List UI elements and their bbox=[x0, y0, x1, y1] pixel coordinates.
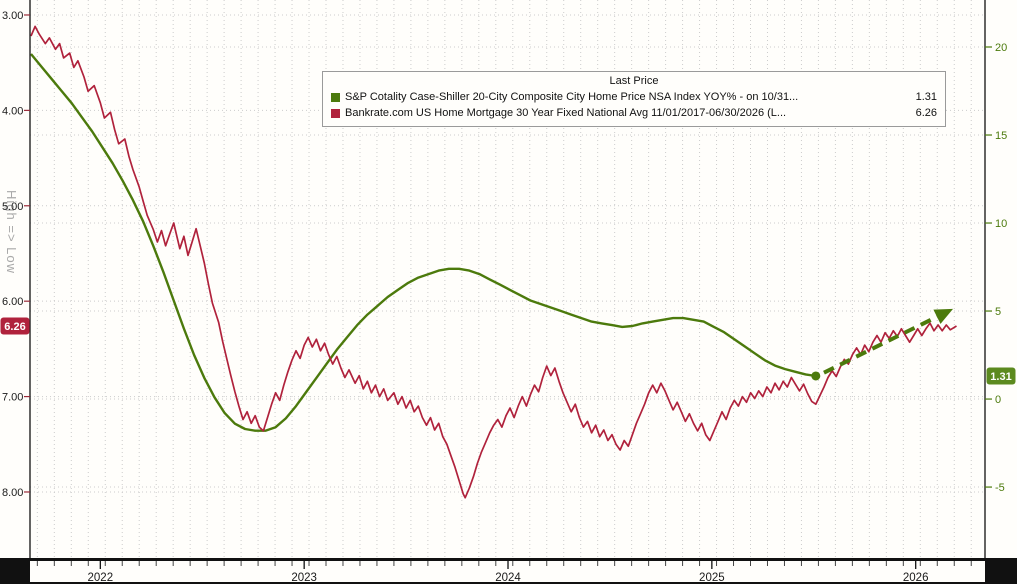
right-axis-tick-label: 0 bbox=[995, 394, 1001, 406]
trend-arrow bbox=[823, 308, 954, 375]
left-axis-tick-label: 5.00 bbox=[2, 201, 23, 213]
right-axis-tick-label: 15 bbox=[995, 130, 1007, 142]
x-axis-year-label: 2025 bbox=[699, 572, 725, 584]
bottom-right-corner-block bbox=[985, 561, 1017, 584]
left-axis-tick-label: 4.00 bbox=[2, 105, 23, 117]
case-shiller-20-city-yoy-line bbox=[30, 53, 816, 432]
bottom-axis-line bbox=[0, 558, 1017, 561]
legend-entry-label: S&P Cotality Case-Shiller 20-City Compos… bbox=[345, 91, 799, 103]
right-axis-tick-label: -5 bbox=[995, 482, 1005, 494]
bottom-left-corner-block bbox=[0, 561, 30, 584]
left-axis-direction-label: High => Low bbox=[4, 190, 19, 274]
x-axis-year-label: 2022 bbox=[88, 572, 114, 584]
legend: Last Price S&P Cotality Case-Shiller 20-… bbox=[322, 71, 946, 127]
legend-entry-value: 1.31 bbox=[915, 91, 937, 103]
right-axis-tick-label: 20 bbox=[995, 42, 1007, 54]
left-axis-price-badge bbox=[0, 317, 30, 335]
left-axis-price-badge-label: 6.26 bbox=[4, 321, 25, 333]
left-axis-tick-label: 6.00 bbox=[2, 296, 23, 308]
legend-entry-label: Bankrate.com US Home Mortgage 30 Year Fi… bbox=[345, 107, 787, 119]
case-shiller-swatch-icon bbox=[331, 92, 340, 102]
x-axis-year-label: 2023 bbox=[291, 572, 317, 584]
bottom-frame-line bbox=[0, 582, 1017, 584]
bankrate-30yr-fixed-avg-line bbox=[30, 25, 957, 499]
legend-entry-case-shiller: S&P Cotality Case-Shiller 20-City Compos… bbox=[331, 89, 937, 105]
x-axis-year-label: 2024 bbox=[495, 572, 521, 584]
legend-entry-bankrate: Bankrate.com US Home Mortgage 30 Year Fi… bbox=[331, 105, 937, 121]
right-axis-tick-label: 10 bbox=[995, 218, 1007, 230]
left-axis-tick-label: 7.00 bbox=[2, 392, 23, 404]
left-axis-tick-label: 8.00 bbox=[2, 487, 23, 499]
bankrate-swatch-icon bbox=[331, 108, 340, 118]
right-axis-price-badge bbox=[986, 367, 1016, 385]
right-axis-price-badge-label: 1.31 bbox=[990, 371, 1011, 383]
legend-title: Last Price bbox=[609, 75, 659, 87]
x-axis-year-label: 2026 bbox=[903, 572, 929, 584]
right-axis-tick-label: 5 bbox=[995, 306, 1001, 318]
series-end-dot bbox=[811, 371, 821, 381]
left-axis-tick-label: 3.00 bbox=[2, 10, 23, 22]
legend-entry-value: 6.26 bbox=[915, 107, 937, 119]
